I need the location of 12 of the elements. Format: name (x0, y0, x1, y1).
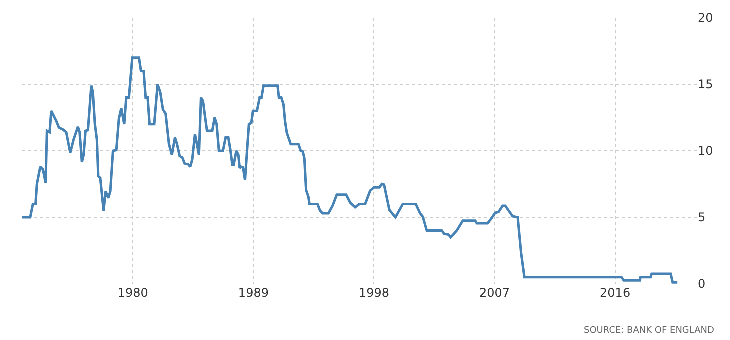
y-tick-label: 20 (698, 11, 714, 26)
line-series (22, 56, 679, 284)
source-note: SOURCE: BANK OF ENGLAND (584, 326, 715, 336)
x-tick-label: 2016 (600, 286, 631, 300)
x-tick-label: 2007 (479, 286, 510, 300)
x-tick-label: 1980 (118, 286, 148, 300)
y-tick-label: 0 (698, 277, 706, 292)
y-tick-label: 10 (698, 144, 714, 158)
x-tick-label: 1989 (238, 286, 269, 300)
x-tick-label: 1998 (358, 286, 390, 300)
y-tick-label: 5 (698, 210, 706, 225)
y-tick-label: 15 (698, 78, 714, 92)
